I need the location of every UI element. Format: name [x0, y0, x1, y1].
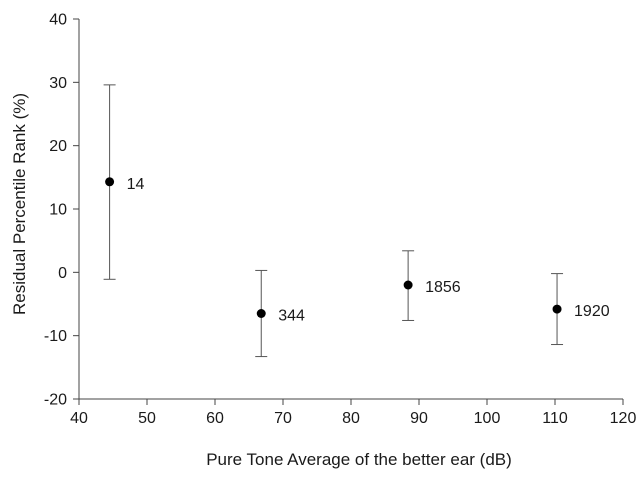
data-point-group: 344 — [255, 269, 305, 358]
x-tick-label: 70 — [274, 410, 292, 427]
y-tick-label: -10 — [44, 328, 67, 345]
data-point-marker — [403, 280, 413, 290]
y-tick-label: -20 — [44, 392, 67, 409]
x-tick-label: 120 — [610, 410, 637, 427]
data-point-label: 1920 — [574, 303, 610, 320]
data-point-group: 14 — [103, 84, 145, 280]
x-axis-title: Pure Tone Average of the better ear (dB) — [206, 450, 512, 469]
data-point-label: 1856 — [425, 279, 461, 296]
x-tick-label: 40 — [70, 410, 88, 427]
data-point-label: 344 — [278, 308, 305, 325]
x-tick-label: 60 — [206, 410, 224, 427]
x-tick-label: 80 — [342, 410, 360, 427]
data-point-group: 1920 — [551, 273, 610, 346]
x-tick-label: 90 — [410, 410, 428, 427]
y-tick-label: 0 — [58, 265, 67, 282]
y-tick-label: 30 — [49, 75, 67, 92]
data-point-group: 1856 — [402, 250, 461, 321]
y-axis-title: Residual Percentile Rank (%) — [10, 93, 29, 315]
data-points: 14 344 1856 1920 — [103, 84, 610, 358]
x-tick-label: 100 — [474, 410, 501, 427]
y-axis-ticks: -20 -10 0 10 20 30 40 — [44, 12, 79, 409]
x-tick-label: 110 — [542, 410, 568, 427]
x-tick-label: 50 — [138, 410, 156, 427]
data-point-marker — [256, 309, 266, 318]
y-tick-label: 20 — [49, 138, 67, 155]
y-tick-label: 10 — [49, 202, 67, 219]
data-point-marker — [552, 304, 562, 314]
data-point-marker — [105, 177, 115, 187]
x-axis-ticks: 40 50 60 70 80 90 100 110 120 — [70, 399, 636, 427]
data-point-label: 14 — [127, 176, 145, 193]
y-tick-label: 40 — [49, 12, 67, 29]
axes — [78, 19, 623, 400]
